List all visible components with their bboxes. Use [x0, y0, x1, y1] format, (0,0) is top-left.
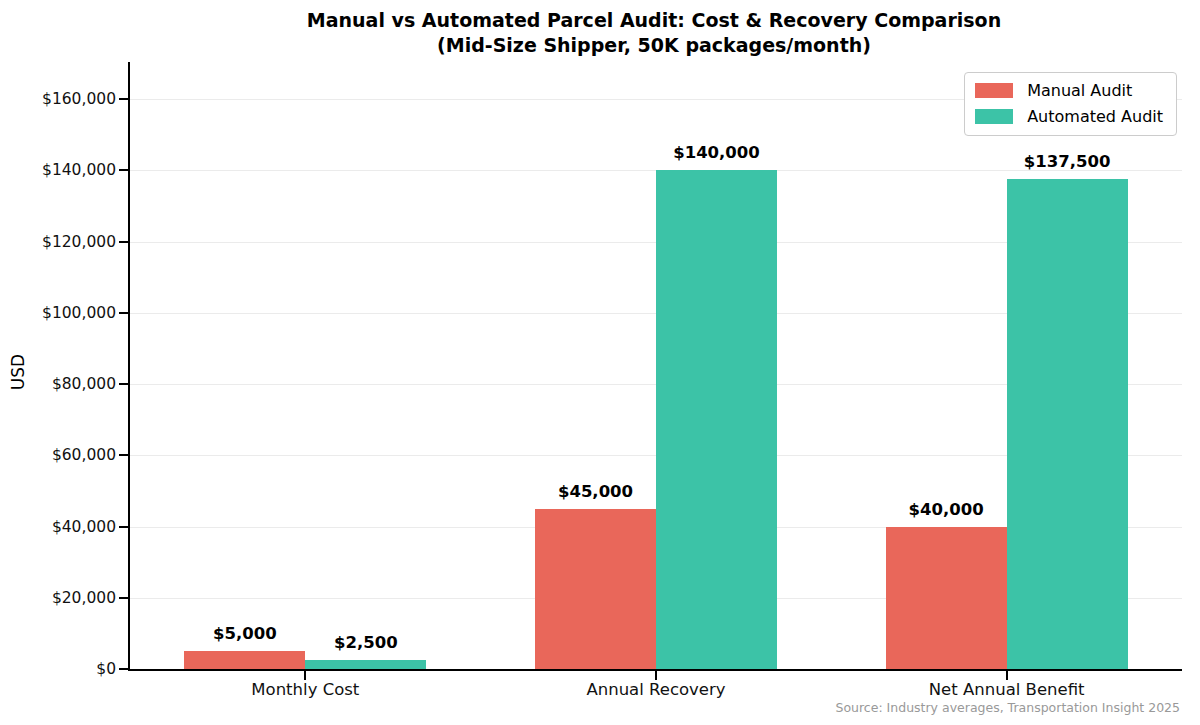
y-tick-mark — [119, 597, 128, 599]
bar-value-label: $2,500 — [334, 633, 398, 652]
chart-subtitle: (Mid-Size Shipper, 50K packages/month) — [128, 33, 1180, 58]
y-tick-mark — [119, 668, 128, 670]
legend-swatch-manual-icon — [975, 83, 1013, 98]
y-tick-mark — [119, 241, 128, 243]
source-note: Source: Industry averages, Transportatio… — [835, 700, 1180, 715]
chart-title: Manual vs Automated Parcel Audit: Cost &… — [128, 8, 1180, 33]
bar-value-label: $137,500 — [1024, 152, 1111, 171]
x-tick-label: Monthly Cost — [251, 680, 359, 699]
y-tick-mark — [119, 383, 128, 385]
x-tick-label: Net Annual Benefit — [929, 680, 1085, 699]
legend-swatch-automated-icon — [975, 109, 1013, 124]
chart-figure: Manual vs Automated Parcel Audit: Cost &… — [0, 0, 1200, 725]
bar-manual — [184, 651, 305, 669]
x-tick-label: Annual Recovery — [586, 680, 725, 699]
legend-item-automated: Automated Audit — [975, 107, 1163, 126]
bar-automated — [1007, 179, 1128, 669]
y-tick-label: $120,000 — [42, 233, 116, 251]
y-tick-label: $20,000 — [52, 589, 116, 607]
x-tick-mark — [304, 671, 306, 680]
x-tick-mark — [655, 671, 657, 680]
bar-value-label: $40,000 — [909, 500, 984, 519]
bar-value-label: $45,000 — [558, 482, 633, 501]
y-tick-label: $100,000 — [42, 304, 116, 322]
y-tick-mark — [119, 169, 128, 171]
bar-automated — [656, 170, 777, 669]
y-tick-label: $0 — [96, 660, 116, 678]
y-tick-label: $60,000 — [52, 446, 116, 464]
y-tick-label: $140,000 — [42, 161, 116, 179]
bar-manual — [886, 527, 1007, 669]
x-tick-mark — [1006, 671, 1008, 680]
bar-manual — [535, 509, 656, 669]
chart-title-block: Manual vs Automated Parcel Audit: Cost &… — [128, 8, 1180, 58]
y-tick-mark — [119, 454, 128, 456]
bar-value-label: $5,000 — [213, 624, 277, 643]
legend-label-automated: Automated Audit — [1027, 107, 1163, 126]
legend-item-manual: Manual Audit — [975, 81, 1163, 100]
y-tick-label: $160,000 — [42, 90, 116, 108]
y-tick-mark — [119, 312, 128, 314]
y-tick-mark — [119, 526, 128, 528]
y-axis-label: USD — [8, 354, 28, 390]
legend-label-manual: Manual Audit — [1027, 81, 1132, 100]
bar-automated — [305, 660, 426, 669]
y-tick-label: $40,000 — [52, 518, 116, 536]
plot-area: Manual Audit Automated Audit $0$20,000$4… — [128, 62, 1182, 671]
y-tick-label: $80,000 — [52, 375, 116, 393]
legend: Manual Audit Automated Audit — [964, 72, 1177, 136]
bar-value-label: $140,000 — [673, 143, 760, 162]
y-tick-mark — [119, 98, 128, 100]
